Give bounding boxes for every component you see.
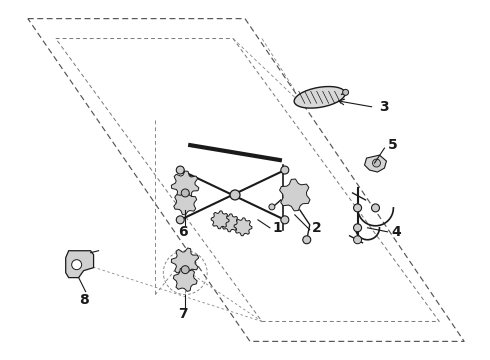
Circle shape bbox=[354, 204, 362, 212]
Circle shape bbox=[343, 89, 348, 95]
Circle shape bbox=[372, 159, 380, 167]
Polygon shape bbox=[172, 248, 198, 276]
Text: 5: 5 bbox=[388, 138, 397, 152]
Text: 6: 6 bbox=[178, 225, 188, 239]
Circle shape bbox=[269, 204, 275, 210]
Circle shape bbox=[72, 260, 82, 270]
Circle shape bbox=[281, 216, 289, 224]
Circle shape bbox=[354, 224, 362, 232]
Polygon shape bbox=[221, 214, 239, 232]
Polygon shape bbox=[280, 179, 310, 211]
Circle shape bbox=[181, 189, 189, 197]
Polygon shape bbox=[174, 191, 196, 215]
Text: 7: 7 bbox=[178, 307, 188, 321]
Circle shape bbox=[176, 216, 184, 224]
Circle shape bbox=[371, 204, 379, 212]
Polygon shape bbox=[365, 155, 387, 172]
Text: 8: 8 bbox=[78, 293, 88, 306]
Circle shape bbox=[181, 266, 189, 274]
Text: 4: 4 bbox=[392, 225, 401, 239]
Polygon shape bbox=[234, 218, 252, 236]
Circle shape bbox=[281, 166, 289, 174]
Polygon shape bbox=[173, 268, 197, 291]
Ellipse shape bbox=[294, 86, 345, 108]
Text: 2: 2 bbox=[312, 221, 321, 235]
Circle shape bbox=[303, 236, 311, 244]
Circle shape bbox=[176, 166, 184, 174]
Polygon shape bbox=[211, 211, 229, 229]
Circle shape bbox=[354, 236, 362, 244]
Polygon shape bbox=[66, 251, 94, 278]
Circle shape bbox=[230, 190, 240, 200]
Text: 1: 1 bbox=[273, 221, 283, 235]
Polygon shape bbox=[172, 171, 199, 198]
Text: 3: 3 bbox=[379, 100, 389, 114]
